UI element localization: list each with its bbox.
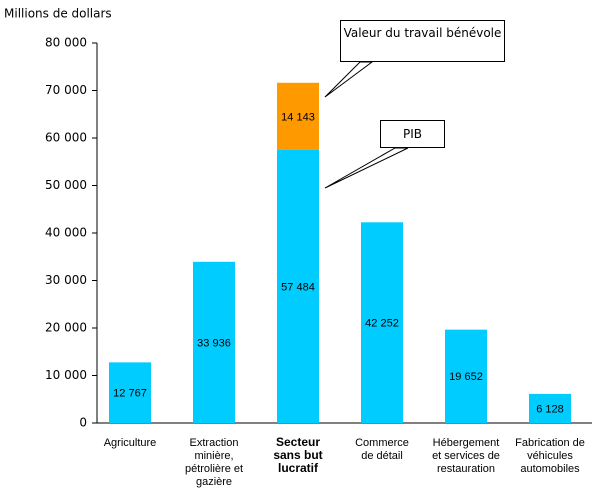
y-tick-label: 50 000 [45,178,87,192]
value-label: 6 128 [536,403,564,415]
value-label: 14 143 [281,111,315,123]
value-label: 12 767 [113,388,147,400]
y-tick-label: 0 [79,416,87,430]
bar-segment [109,362,151,423]
series-callout: Valeur du travail bénévole [340,20,505,62]
x-tick-label: restauration [437,463,495,475]
y-tick-label: 30 000 [45,273,87,287]
bar-segment [445,329,487,423]
y-tick-label: 70 000 [45,83,87,97]
x-tick-label: Agriculture [104,437,157,449]
bar-segment [529,393,571,423]
y-axis-label: Millions de dollars [4,7,112,21]
x-tick-label: de détail [361,450,403,462]
value-label: 33 936 [197,337,231,349]
value-label: 42 252 [365,318,399,330]
x-tick-label: Extraction [190,437,239,449]
value-label: 57 484 [281,281,315,293]
callout-pointer [324,61,374,98]
y-tick-label: 20 000 [45,321,87,335]
bar-segment [277,82,319,150]
y-tick-label: 60 000 [45,131,87,145]
bar-segment [361,222,403,423]
x-tick-label: minière, [194,450,233,462]
x-tick-label: Secteur [276,435,320,449]
x-tick-label: automobiles [520,463,580,475]
y-tick-label: 80 000 [45,36,87,50]
value-label: 19 652 [449,371,483,383]
x-tick-label: et services de [432,450,500,462]
x-tick-label: Commerce [355,437,409,449]
x-tick-label: véhicules [527,450,573,462]
x-tick-label: gazière [196,476,232,488]
callout-pointer [324,147,409,189]
bar-segment [193,261,235,423]
bar-segment [277,149,319,424]
x-tick-label: lucratif [278,461,319,475]
x-tick-label: Hébergement [433,437,500,449]
x-tick-label: pétrolière et [185,463,243,475]
y-tick-label: 40 000 [45,226,87,240]
series-callout: PIB [380,120,445,148]
y-tick-label: 10 000 [45,368,87,382]
x-tick-label: Fabrication de [515,437,585,449]
x-tick-label: sans but [273,448,322,462]
